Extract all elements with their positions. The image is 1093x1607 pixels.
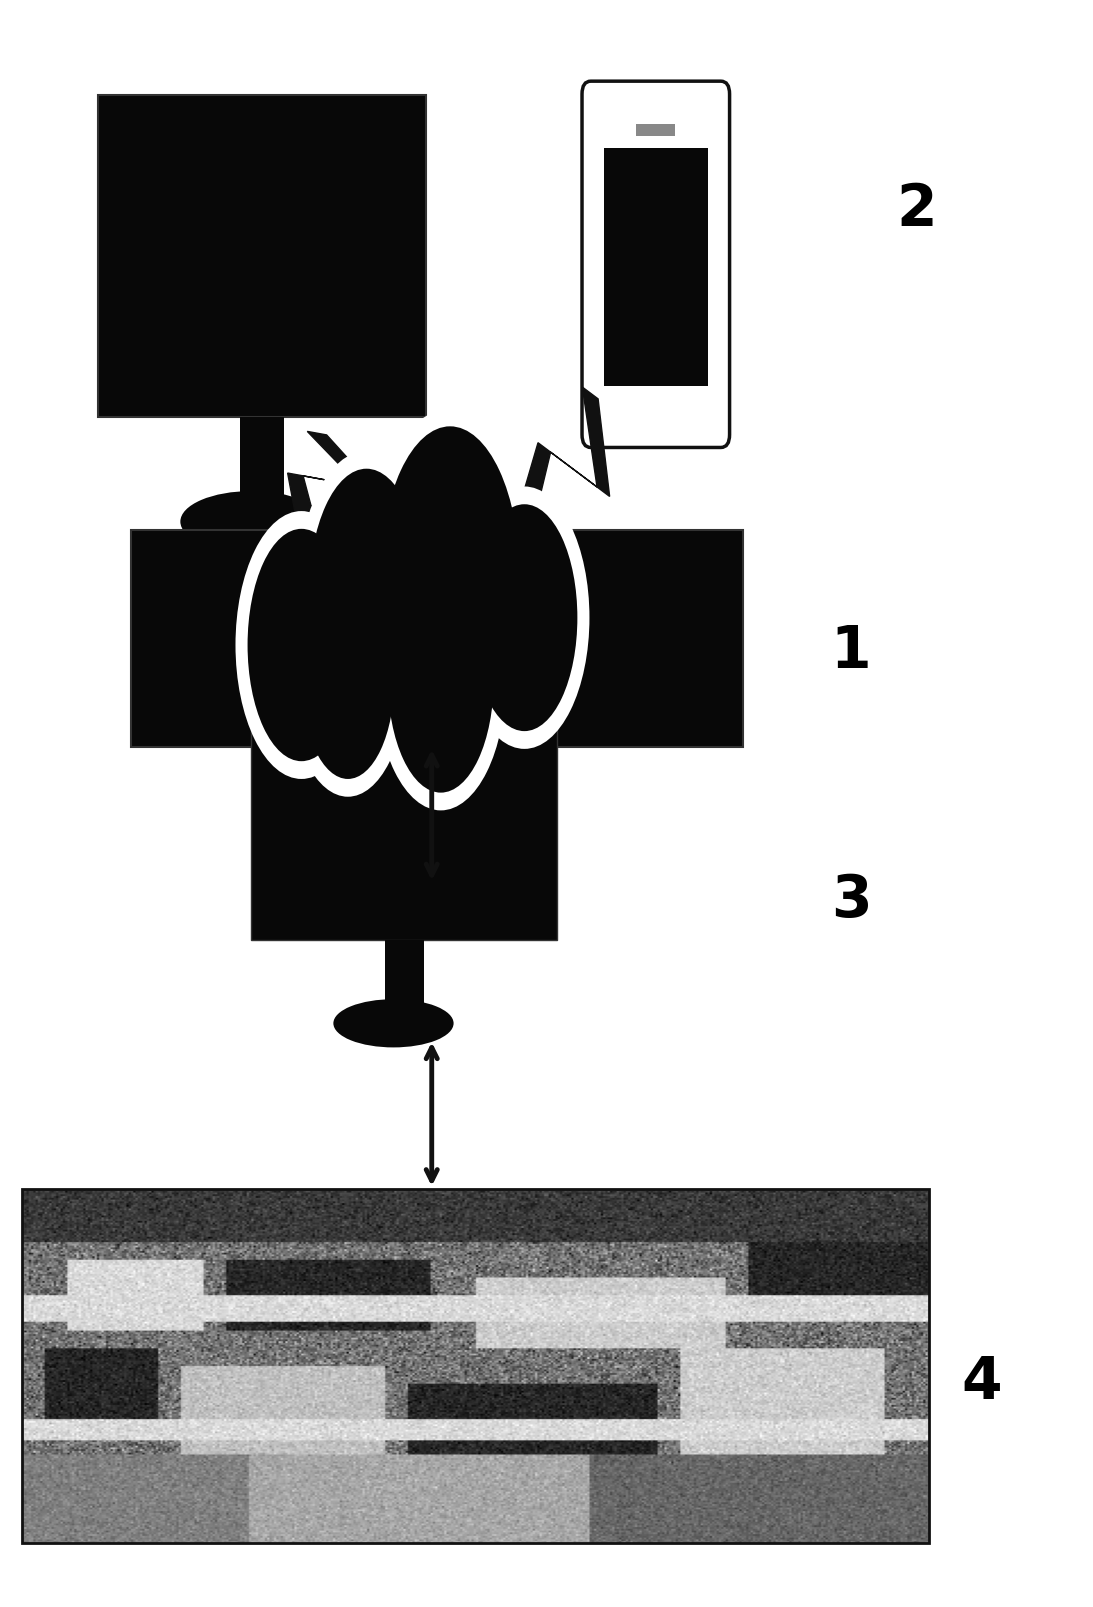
Bar [603,109,707,149]
Ellipse shape [471,505,577,731]
Ellipse shape [333,1000,454,1048]
FancyBboxPatch shape [153,145,415,402]
Bar [131,530,743,747]
Text: 3: 3 [831,871,871,929]
Ellipse shape [380,427,520,728]
Bar [636,124,675,137]
Ellipse shape [180,492,322,553]
Bar [328,709,518,900]
Ellipse shape [290,562,407,797]
Bar [240,418,284,522]
FancyBboxPatch shape [581,82,730,448]
Ellipse shape [368,410,532,746]
Bar [22,1189,929,1543]
Polygon shape [517,387,610,529]
Text: 1: 1 [831,622,871,680]
FancyBboxPatch shape [98,96,426,418]
Bar [603,387,707,423]
Bar [603,109,707,423]
Ellipse shape [302,580,395,779]
Ellipse shape [247,529,355,762]
Ellipse shape [297,452,436,739]
Bar [385,940,424,1024]
Text: 2: 2 [896,180,937,238]
Bar [251,667,557,940]
Polygon shape [287,432,376,524]
Ellipse shape [459,487,589,749]
Ellipse shape [235,511,367,779]
Ellipse shape [388,566,494,794]
Ellipse shape [376,548,506,812]
Ellipse shape [309,469,424,720]
Text: 4: 4 [962,1353,1002,1411]
